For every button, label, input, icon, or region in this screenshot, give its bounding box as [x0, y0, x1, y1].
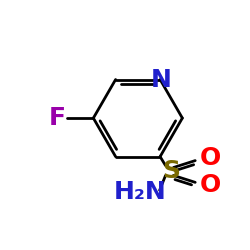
Text: N: N	[151, 68, 172, 92]
Text: O: O	[200, 146, 221, 170]
Text: F: F	[48, 106, 65, 130]
Text: S: S	[162, 160, 180, 184]
Text: O: O	[200, 173, 221, 197]
Text: H₂N: H₂N	[114, 180, 166, 204]
